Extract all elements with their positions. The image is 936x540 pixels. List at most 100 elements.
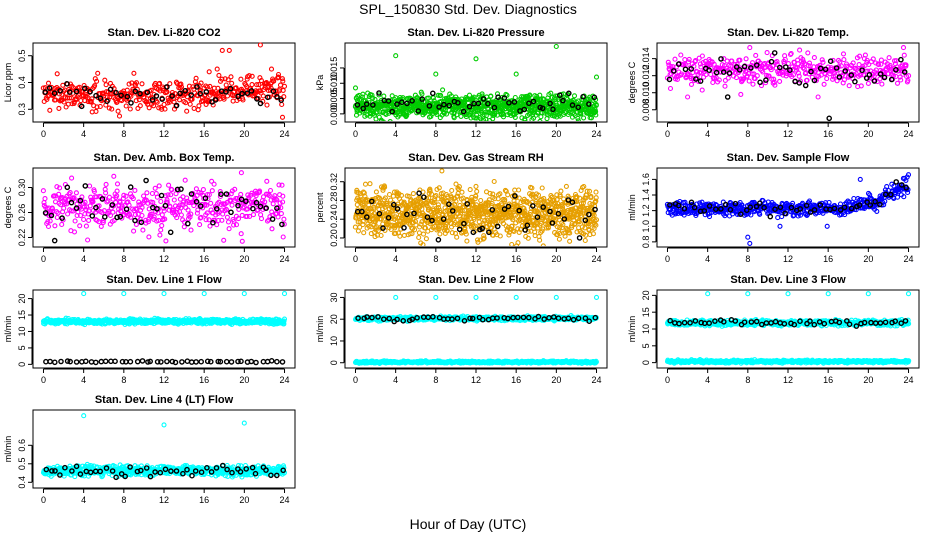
data-point bbox=[576, 219, 582, 225]
data-point bbox=[728, 63, 734, 69]
data-point bbox=[794, 65, 800, 71]
data-point bbox=[49, 206, 55, 212]
outlier-point bbox=[777, 223, 783, 229]
data-points bbox=[352, 178, 600, 246]
y-tick-label: 0.5 bbox=[17, 49, 27, 62]
data-point bbox=[270, 88, 277, 94]
data-point bbox=[471, 216, 477, 222]
data-point bbox=[378, 232, 384, 239]
data-point bbox=[255, 207, 261, 213]
data-point bbox=[516, 195, 522, 201]
data-point bbox=[518, 200, 524, 206]
data-point bbox=[757, 79, 763, 86]
data-point bbox=[397, 233, 403, 239]
data-point bbox=[221, 96, 227, 102]
data-point bbox=[453, 181, 459, 187]
plot-frame bbox=[32, 289, 296, 369]
data-point bbox=[103, 82, 109, 88]
data-point bbox=[511, 99, 518, 105]
data-point bbox=[898, 77, 904, 83]
data-point bbox=[884, 184, 890, 190]
data-point bbox=[437, 231, 443, 237]
data-point bbox=[893, 179, 900, 185]
data-point bbox=[434, 111, 440, 117]
y-tick-label: 0.012 bbox=[641, 64, 651, 87]
data-point bbox=[458, 113, 464, 119]
data-point bbox=[68, 95, 74, 101]
data-point bbox=[171, 209, 177, 215]
data-point bbox=[226, 226, 232, 232]
data-point bbox=[360, 222, 366, 228]
data-point bbox=[788, 50, 794, 57]
data-point bbox=[544, 208, 550, 214]
data-point bbox=[454, 234, 460, 240]
data-point bbox=[168, 192, 174, 198]
data-point bbox=[248, 88, 255, 94]
data-point bbox=[512, 94, 518, 101]
data-point bbox=[733, 64, 740, 70]
x-tick-label: 12 bbox=[783, 129, 793, 139]
y-tick-label: 0.4 bbox=[17, 76, 27, 89]
data-point bbox=[250, 205, 256, 212]
data-point bbox=[360, 105, 367, 112]
data-point bbox=[444, 228, 450, 234]
x-tick-label: 24 bbox=[280, 129, 290, 139]
data-point bbox=[549, 220, 556, 226]
data-point bbox=[718, 206, 724, 212]
x-tick-label: 8 bbox=[745, 129, 750, 139]
data-point bbox=[489, 207, 496, 213]
data-point bbox=[45, 219, 51, 225]
data-point bbox=[128, 214, 134, 220]
data-point bbox=[716, 77, 722, 83]
data-point bbox=[188, 92, 194, 98]
data-point bbox=[102, 77, 108, 83]
data-point bbox=[878, 57, 884, 63]
data-point bbox=[217, 189, 223, 195]
data-point bbox=[538, 220, 544, 227]
outlier-point bbox=[900, 45, 907, 51]
y-tick-label: 1.4 bbox=[641, 189, 651, 202]
x-tick-label: 0 bbox=[665, 129, 670, 139]
data-point bbox=[874, 208, 880, 214]
data-point bbox=[158, 198, 164, 205]
data-point bbox=[506, 100, 512, 106]
data-point bbox=[487, 190, 493, 196]
x-tick-label: 16 bbox=[199, 254, 209, 264]
data-point bbox=[862, 52, 868, 58]
data-point bbox=[516, 187, 522, 193]
data-point bbox=[833, 67, 839, 73]
data-point bbox=[82, 183, 89, 189]
outlier-point bbox=[824, 223, 830, 229]
data-point bbox=[260, 194, 267, 200]
data-point bbox=[682, 66, 689, 73]
data-point bbox=[857, 53, 863, 59]
data-point bbox=[516, 207, 523, 214]
data-point bbox=[223, 89, 229, 95]
data-point bbox=[592, 206, 598, 213]
data-point bbox=[267, 187, 274, 194]
x-tick-label: 24 bbox=[280, 254, 290, 264]
data-point bbox=[229, 80, 235, 86]
data-point bbox=[92, 76, 98, 82]
x-tick-label: 4 bbox=[393, 129, 398, 139]
data-point bbox=[86, 217, 92, 223]
data-point bbox=[233, 222, 240, 228]
data-point bbox=[867, 75, 873, 81]
data-point bbox=[413, 222, 419, 228]
data-point bbox=[126, 81, 132, 87]
data-point bbox=[772, 206, 778, 212]
data-point bbox=[711, 61, 717, 67]
x-tick-label: 0 bbox=[665, 254, 670, 264]
data-point bbox=[194, 210, 200, 216]
data-point bbox=[67, 89, 73, 95]
data-point bbox=[71, 229, 78, 235]
data-point bbox=[128, 100, 134, 106]
data-point bbox=[449, 196, 455, 202]
data-point bbox=[94, 78, 100, 84]
data-point bbox=[901, 52, 907, 58]
data-point bbox=[859, 67, 865, 73]
data-point bbox=[429, 90, 436, 97]
data-point bbox=[184, 220, 191, 227]
data-point bbox=[440, 216, 447, 222]
